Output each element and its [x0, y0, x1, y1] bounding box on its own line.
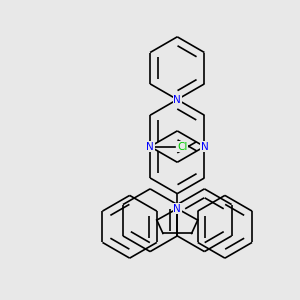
Text: Cl: Cl	[177, 142, 188, 152]
Text: N: N	[173, 204, 181, 214]
Text: N: N	[201, 142, 208, 152]
Text: N: N	[146, 142, 154, 152]
Text: N: N	[173, 94, 181, 104]
